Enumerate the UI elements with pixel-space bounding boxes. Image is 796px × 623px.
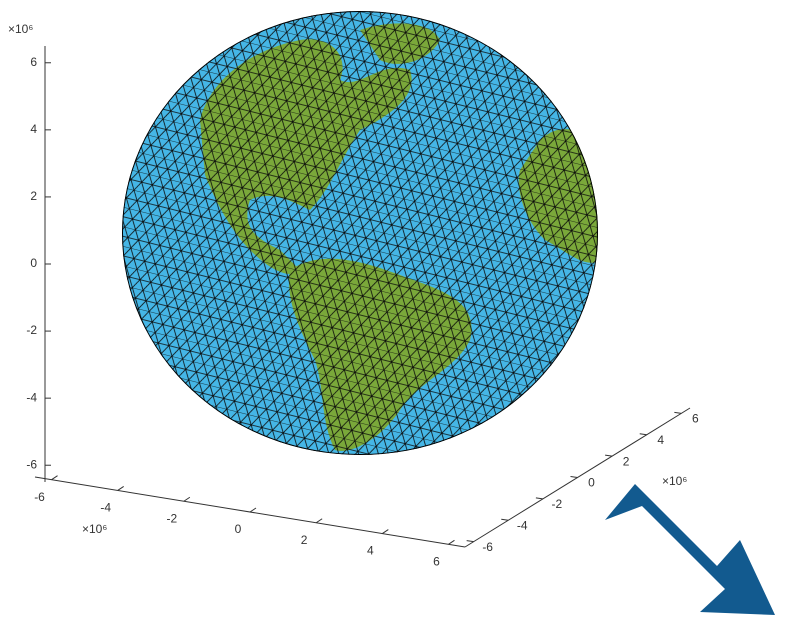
x-tick-label: 6 xyxy=(433,554,440,568)
x-tick-label: -2 xyxy=(167,511,178,525)
x-tick xyxy=(51,475,58,481)
y-multiplier: ×10⁶ xyxy=(662,474,687,488)
mesh-edges xyxy=(122,11,598,455)
x-tick xyxy=(117,486,124,491)
x-tick xyxy=(249,507,257,513)
y-tick-label: 2 xyxy=(623,454,630,468)
y-tick xyxy=(605,454,613,457)
x-tick-label: 2 xyxy=(301,533,308,547)
z-tick-label: -6 xyxy=(26,457,37,471)
x-tick xyxy=(448,539,455,545)
y-tick-label: -2 xyxy=(552,497,563,511)
y-tick xyxy=(466,540,474,543)
x-tick xyxy=(382,529,389,534)
z-tick-label: -2 xyxy=(26,323,37,337)
y-tick xyxy=(535,497,543,500)
y-tick-label: 6 xyxy=(692,412,699,426)
y-tick-label: 4 xyxy=(657,433,664,447)
globe xyxy=(122,11,598,455)
x-tick-label: -4 xyxy=(100,501,111,515)
x-tick-label: -6 xyxy=(34,490,45,504)
z-tick-label: 2 xyxy=(30,189,37,203)
y-tick-label: -6 xyxy=(482,540,493,554)
z-multiplier: ×10⁶ xyxy=(8,22,33,36)
y-tick-label: 0 xyxy=(588,476,595,490)
z-tick-label: 0 xyxy=(30,256,37,270)
y-tick xyxy=(570,476,578,478)
x-multiplier: ×10⁶ xyxy=(82,522,107,536)
arrow xyxy=(605,484,775,615)
x-tick xyxy=(183,496,191,502)
x-tick-label: 4 xyxy=(367,544,374,558)
y-tick xyxy=(674,411,682,414)
x-tick-label: 0 xyxy=(235,522,242,536)
z-tick-label: 4 xyxy=(30,122,37,136)
y-tick xyxy=(501,518,509,521)
y-tick xyxy=(639,433,647,436)
z-tick-label: -4 xyxy=(26,390,37,404)
y-tick-label: -4 xyxy=(517,518,528,532)
z-tick-label: 6 xyxy=(30,55,37,69)
x-tick xyxy=(315,518,323,524)
